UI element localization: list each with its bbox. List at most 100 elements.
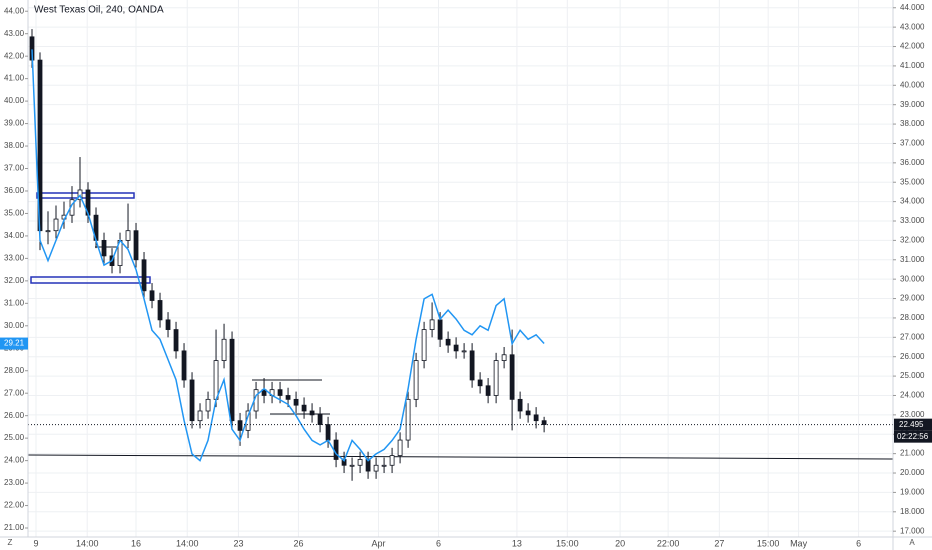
last-price-badge (894, 418, 932, 431)
candle-body (429, 319, 435, 330)
candle-body (485, 385, 491, 396)
candle-body (181, 350, 187, 381)
auto-scale-toggle[interactable]: A (909, 538, 915, 547)
last-value-badge (0, 337, 28, 350)
candle-body (397, 439, 403, 456)
drawing-box (36, 192, 135, 199)
y2-tick-label: 40.00 (4, 96, 25, 105)
countdown-label: 02:22:56 (897, 432, 929, 441)
y-tick-label: 43.000 (900, 22, 925, 31)
y-tick-label: 32.000 (900, 235, 925, 244)
y2-tick-label: 44.00 (4, 6, 25, 15)
candle-body (461, 350, 467, 353)
candle-body (285, 395, 291, 400)
candle-body (237, 420, 243, 431)
y2-tick-label: 28.00 (4, 366, 25, 375)
x-tick-label: 15:00 (757, 538, 780, 548)
y2-tick-label: 39.00 (4, 119, 25, 128)
candle-body (333, 439, 339, 460)
y-tick-label: 30.000 (900, 274, 925, 283)
candle-body (533, 414, 539, 422)
countdown-badge (894, 430, 932, 443)
y-tick-label: 23.000 (900, 410, 925, 419)
y2-tick-label: 38.00 (4, 141, 25, 150)
candle-body (357, 459, 363, 466)
candle-body (325, 424, 331, 441)
y2-tick-label: 24.00 (4, 456, 25, 465)
candle-body (493, 360, 499, 396)
candle-body (165, 319, 171, 330)
candle-body (317, 414, 323, 425)
y2-tick-label: 22.00 (4, 501, 25, 510)
candle-body (517, 398, 523, 412)
x-tick-label: 14:00 (176, 538, 199, 548)
y-tick-label: 29.000 (900, 294, 925, 303)
y2-tick-label: 30.00 (4, 321, 25, 330)
candle-body (205, 398, 211, 412)
x-tick-label: 22:00 (657, 538, 680, 548)
y2-tick-label: 32.00 (4, 276, 25, 285)
y-tick-label: 40.000 (900, 80, 925, 89)
y2-tick-label: 37.00 (4, 164, 25, 173)
y2-tick-label: 35.00 (4, 209, 25, 218)
y2-tick-label: 42.00 (4, 51, 25, 60)
y2-tick-label: 26.00 (4, 411, 25, 420)
y-tick-label: 31.000 (900, 255, 925, 264)
candle-body (437, 319, 443, 340)
y2-tick-label: 27.00 (4, 388, 25, 397)
candle-body (173, 329, 179, 352)
x-tick-label: 16 (131, 538, 141, 548)
y-tick-label: 37.000 (900, 139, 925, 148)
y2-tick-label: 25.00 (4, 433, 25, 442)
candle-body (421, 329, 427, 361)
y-tick-label: 19.000 (900, 488, 925, 497)
candle-body (301, 404, 307, 412)
y-tick-label: 41.000 (900, 61, 925, 70)
y-tick-label: 18.000 (900, 507, 925, 516)
candle-body (101, 239, 107, 257)
y2-tick-label: 43.00 (4, 29, 25, 38)
y2-tick-label: 41.00 (4, 74, 25, 83)
candle-body (53, 218, 59, 232)
candle-body (293, 398, 299, 406)
y-tick-label: 17.000 (900, 526, 925, 535)
candle-body (157, 300, 163, 321)
log-toggle[interactable]: Z (8, 538, 13, 547)
x-tick-label: 6 (856, 538, 861, 548)
y-tick-label: 20.000 (900, 468, 925, 477)
candle-body (309, 410, 315, 416)
x-tick-label: 14:00 (76, 538, 99, 548)
candle-body (477, 379, 483, 387)
x-tick-label: 9 (33, 538, 38, 548)
candle-body (413, 360, 419, 400)
y2-tick-label: 21.00 (4, 523, 25, 532)
candle-body (405, 398, 411, 441)
trend-line (27, 454, 894, 460)
y-tick-label: 44.000 (900, 3, 925, 12)
candle-body (389, 455, 395, 466)
y-tick-label: 42.000 (900, 42, 925, 51)
y2-tick-label: 33.00 (4, 253, 25, 262)
candle-body (501, 354, 507, 361)
candle-body (133, 230, 139, 261)
candle-body (469, 350, 475, 381)
y-tick-label: 24.000 (900, 391, 925, 400)
y-tick-label: 28.000 (900, 313, 925, 322)
chart-title: West Texas Oil, 240, OANDA (34, 5, 164, 16)
candle-body (141, 259, 147, 292)
y2-tick-label: 23.00 (4, 478, 25, 487)
y-tick-label: 38.000 (900, 119, 925, 128)
drawing-box (30, 276, 151, 284)
candle-body (509, 354, 515, 400)
x-tick-label: 26 (293, 538, 303, 548)
candle-body (125, 230, 131, 241)
y-tick-label: 25.000 (900, 371, 925, 380)
x-tick-label: 13 (512, 538, 522, 548)
candle-body (349, 464, 355, 467)
candle-body (45, 230, 51, 233)
x-tick-label: Apr (371, 538, 385, 548)
candle-body (541, 420, 547, 425)
candle-body (229, 338, 235, 422)
candle-body (213, 360, 219, 400)
